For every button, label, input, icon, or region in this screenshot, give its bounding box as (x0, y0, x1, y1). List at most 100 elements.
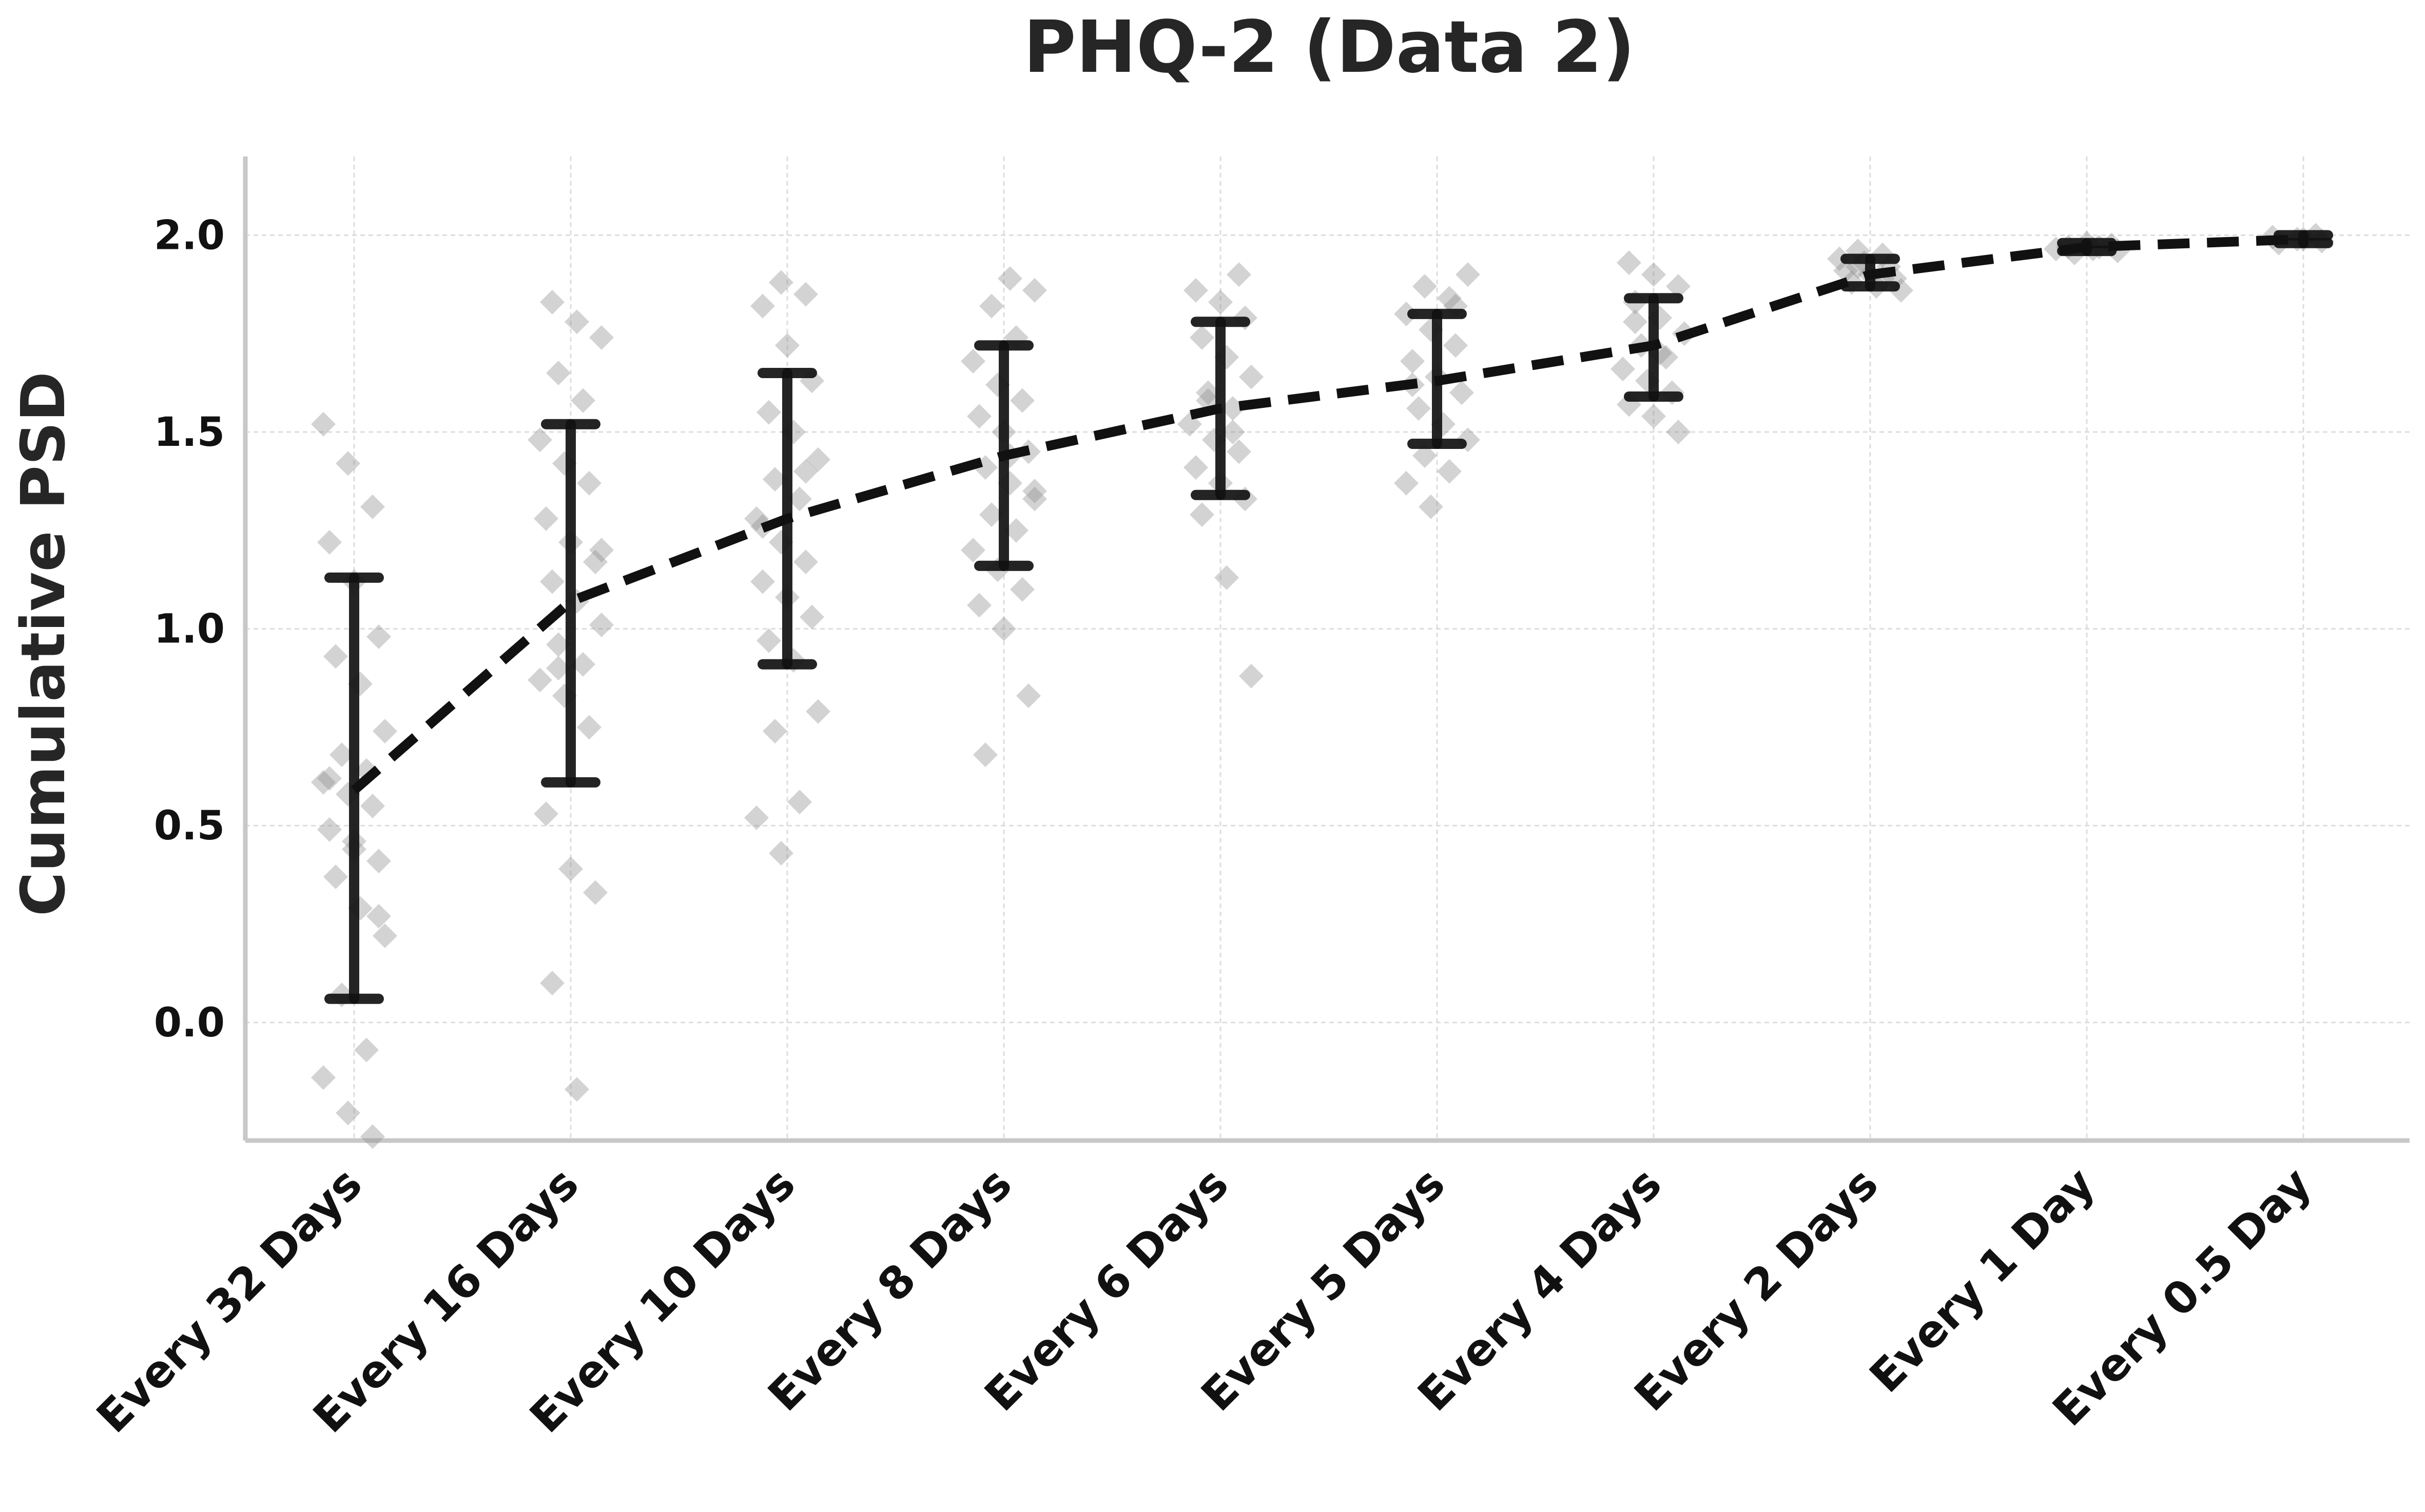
scatter-point (1220, 420, 1245, 445)
mean-line-layer (351, 234, 2304, 794)
scatter-point (317, 529, 342, 555)
scatter-point (540, 971, 565, 996)
scatter-point (589, 612, 614, 637)
scatter-point (1004, 518, 1029, 543)
scatter-point (565, 1077, 589, 1102)
scatter-point (1437, 286, 1462, 311)
scatter-point (793, 549, 818, 575)
scatter-point (1214, 565, 1239, 590)
scatter-point (992, 616, 1016, 641)
scatter-point (373, 719, 397, 744)
scatter-point (1022, 479, 1047, 504)
scatter-point (967, 404, 992, 429)
scatter-point (528, 427, 552, 453)
scatter-point (1184, 278, 1208, 303)
scatter-point (769, 270, 793, 295)
scatter-point (1456, 262, 1480, 287)
scatter-point (1412, 443, 1437, 468)
scatter-point (1239, 663, 1264, 689)
scatter-point (1443, 333, 1468, 358)
mean-line (351, 234, 2304, 794)
scatter-point (360, 793, 385, 818)
scatter-point (311, 770, 336, 795)
scatter-point (1419, 494, 1443, 519)
scatter-point (311, 1065, 336, 1090)
error-bar (2057, 238, 2117, 257)
scatter-point (763, 467, 787, 492)
y-tick-label: 1.5 (154, 409, 225, 456)
scatter-point (1641, 262, 1666, 287)
scatter-point (775, 333, 800, 358)
scatter-point (373, 924, 397, 949)
scatter-point (793, 282, 818, 307)
scatter-point (769, 840, 793, 866)
scatter-point (756, 628, 781, 653)
scatter-point (336, 1101, 360, 1126)
scatter-point (744, 805, 769, 830)
scatter-point (1449, 380, 1474, 405)
scatter-point (546, 632, 571, 657)
scatter-point (998, 266, 1022, 291)
error-bar (1191, 317, 1250, 500)
y-tick-label: 1.0 (154, 606, 225, 653)
y-axis-label: Cumulative PSD (8, 371, 79, 916)
scatter-point (577, 470, 602, 496)
scatter-point (1623, 309, 1647, 335)
scatter-point (961, 348, 985, 374)
scatter-point (558, 856, 583, 881)
error-bar (2274, 230, 2333, 248)
error-bar (1407, 308, 1467, 449)
scatter-point (1666, 274, 1691, 299)
scatter-point (571, 652, 595, 677)
scatter-point (534, 801, 558, 827)
scatter-point (787, 790, 812, 815)
scatter-point (528, 667, 552, 693)
error-bar (974, 340, 1034, 571)
scatter-point (1022, 486, 1047, 512)
scatter-point (1654, 345, 1678, 370)
scatter-point (756, 400, 781, 425)
scatter-point (1394, 301, 1419, 326)
scatter-point (1010, 577, 1035, 602)
scatter-point (546, 656, 571, 681)
scatter-point (565, 309, 589, 335)
scatter-point (763, 719, 787, 744)
scatter-point (1016, 683, 1041, 709)
scatter-point (534, 506, 558, 531)
scatter-point (1827, 246, 1852, 271)
scatter-point (589, 538, 614, 563)
scatter-point (329, 742, 354, 768)
scatter-point (973, 742, 998, 768)
scatter-point (979, 293, 1004, 319)
scatter-point (1406, 396, 1431, 421)
scatter-point (1833, 258, 1858, 283)
scatter-point (540, 569, 565, 594)
scatter-point (961, 538, 985, 563)
scatter-point (583, 549, 608, 575)
scatter-point (577, 715, 602, 740)
scatter-point (1190, 325, 1214, 350)
scatter-points (311, 223, 2334, 1149)
scatter-point (317, 817, 342, 842)
scatter-point (1611, 357, 1635, 382)
y-tick-label: 2.0 (154, 212, 225, 259)
scatter-point (1617, 250, 1641, 276)
scatter-point (360, 494, 385, 519)
scatter-point (1641, 404, 1666, 429)
scatter-point (967, 593, 992, 618)
scatter-point (1239, 364, 1264, 389)
scatter-point (323, 644, 348, 669)
scatter-point (787, 486, 812, 512)
scatter-point (366, 624, 391, 649)
scatter-point (1227, 439, 1251, 464)
error-bar (1624, 293, 1683, 402)
scatter-point (1010, 388, 1035, 413)
scatter-point (806, 699, 830, 724)
y-axis-ticks: 0.0 0.5 1.0 1.5 2.0 (154, 212, 225, 1046)
error-bar (541, 419, 600, 788)
scatter-point (979, 502, 1004, 527)
y-tick-label: 0.5 (154, 803, 225, 849)
